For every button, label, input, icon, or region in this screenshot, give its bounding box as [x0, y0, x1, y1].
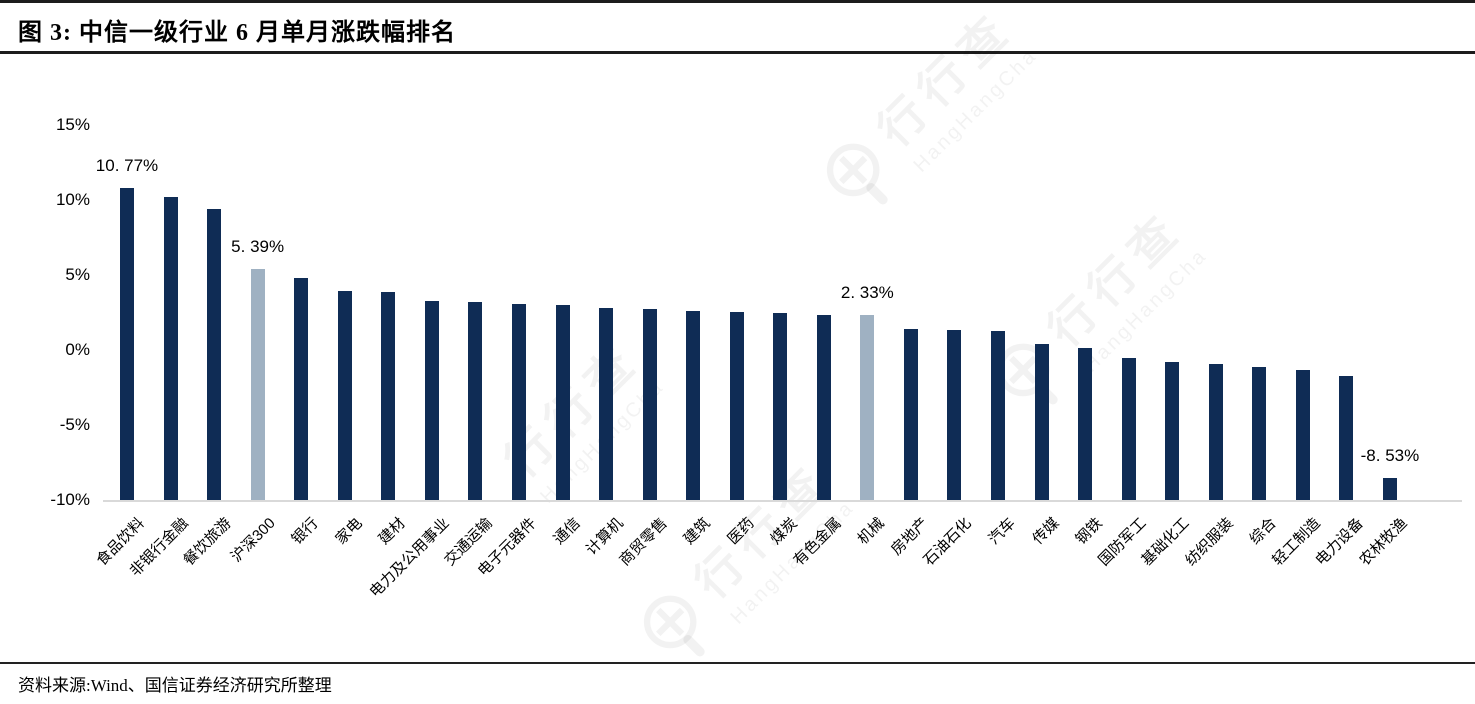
bar: [686, 311, 701, 500]
bar: [250, 269, 265, 500]
watermark-magnifier-icon: [826, 143, 888, 205]
bar: [1382, 477, 1397, 500]
bar: [207, 209, 222, 500]
bar: [1034, 344, 1049, 500]
bar: [511, 304, 526, 500]
bar: [642, 308, 657, 500]
watermark: 行行查 HangHangCha: [805, 0, 1044, 233]
bar: [163, 197, 178, 500]
bar-value-label: -8. 53%: [1360, 445, 1420, 465]
bar: [991, 331, 1005, 500]
y-axis-tick-label: 10%: [55, 190, 90, 209]
bar-chart: 行行查 HangHangCha 行行查 HangHangCha 行行查: [0, 1, 1475, 662]
bar-value-label: 2. 33%: [840, 283, 894, 303]
bar: [903, 329, 918, 500]
y-axis-tick-label: 15%: [55, 115, 90, 134]
title-separator-rule: [0, 51, 1475, 54]
bar: [381, 291, 396, 500]
bar-value-label: 10. 77%: [95, 156, 159, 176]
bar: [120, 188, 134, 500]
y-axis-tick-label: -5%: [59, 415, 90, 434]
bar: [337, 290, 352, 500]
watermark-text-cn: 行行查: [1037, 200, 1194, 357]
bar: [294, 278, 309, 500]
bar: [773, 312, 788, 500]
watermark-text-en: HangHangCha: [909, 44, 1042, 177]
bar: [947, 329, 962, 500]
bar: [1121, 358, 1136, 500]
bar: [555, 305, 570, 500]
bar: [1295, 369, 1310, 500]
bar: [1208, 363, 1223, 500]
watermark-text-cn: 行行查: [867, 0, 1024, 157]
bar: [816, 314, 831, 500]
bar: [1078, 347, 1093, 500]
y-axis-tick-label: 5%: [65, 265, 90, 284]
y-axis-tick-label: -10%: [50, 490, 90, 509]
watermark-text: 行行查 HangHangCha: [861, 0, 1045, 177]
bar: [1339, 375, 1354, 500]
bar: [729, 311, 744, 500]
x-axis-line: [103, 500, 1462, 502]
watermark-text-en: HangHangCha: [1079, 244, 1212, 377]
bar: [599, 308, 614, 500]
top-rule: [0, 0, 1475, 3]
source-note: 资料来源:Wind、国信证券经济研究所整理: [18, 676, 332, 695]
footer-rule: [0, 662, 1475, 664]
y-axis-tick-label: 0%: [65, 340, 90, 359]
bar: [424, 300, 439, 500]
bar: [1252, 366, 1267, 500]
bar-value-label: 5. 39%: [231, 237, 285, 257]
figure-title: 图 3: 中信一级行业 6 月单月涨跌幅排名: [18, 20, 456, 46]
bar: [860, 315, 875, 500]
bar: [468, 302, 483, 500]
bar: [1165, 362, 1180, 500]
watermark-text: 行行查 HangHangCha: [1031, 194, 1215, 378]
